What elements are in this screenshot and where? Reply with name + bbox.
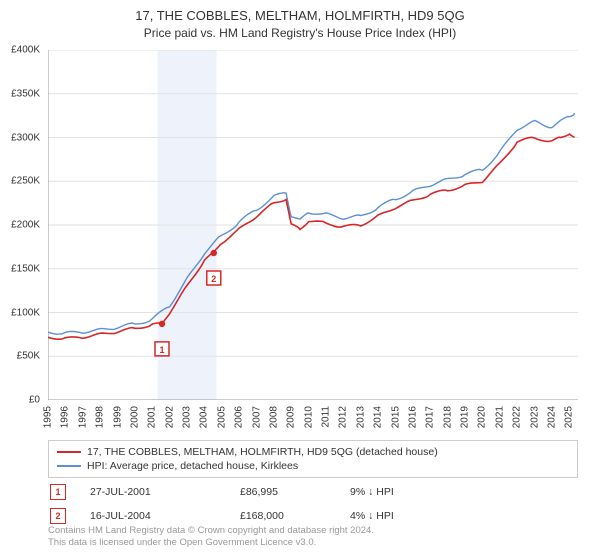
- y-tick-label: £250K: [0, 176, 40, 187]
- sale-price: £86,995: [240, 486, 350, 498]
- x-tick-label: 2015: [390, 406, 401, 428]
- y-tick-label: £200K: [0, 220, 40, 231]
- x-tick-label: 2017: [425, 406, 436, 428]
- x-tick-label: 2014: [373, 406, 384, 428]
- sale-marker: 1: [50, 484, 66, 500]
- sale-date: 16-JUL-2004: [66, 510, 240, 522]
- x-tick-label: 2001: [147, 406, 158, 428]
- x-tick-label: 1999: [112, 406, 123, 428]
- x-tick-label: 2011: [321, 406, 332, 428]
- y-tick-label: £50K: [0, 351, 40, 362]
- x-tick-label: 2008: [268, 406, 279, 428]
- x-tick-label: 2007: [251, 406, 262, 428]
- x-tick-label: 1997: [77, 406, 88, 428]
- sale-diff: 4% ↓ HPI: [350, 510, 460, 522]
- y-tick-label: £0: [0, 395, 40, 406]
- sale-marker: 2: [50, 508, 66, 524]
- plot-area: 12: [48, 50, 578, 400]
- x-tick-label: 2018: [442, 406, 453, 428]
- x-tick-label: 2016: [407, 406, 418, 428]
- x-tick-label: 2023: [529, 406, 540, 428]
- footer-license: Contains HM Land Registry data © Crown c…: [48, 525, 578, 549]
- x-tick-label: 1996: [60, 406, 71, 428]
- svg-text:1: 1: [159, 345, 164, 355]
- legend-item: HPI: Average price, detached house, Kirk…: [57, 459, 569, 473]
- y-tick-label: £300K: [0, 132, 40, 143]
- sale-date: 27-JUL-2001: [66, 486, 240, 498]
- legend-swatch: [57, 465, 81, 467]
- x-tick-label: 2013: [355, 406, 366, 428]
- y-tick-label: £150K: [0, 263, 40, 274]
- x-tick-label: 2006: [234, 406, 245, 428]
- legend-label: 17, THE COBBLES, MELTHAM, HOLMFIRTH, HD9…: [87, 446, 438, 458]
- y-tick-label: £400K: [0, 45, 40, 56]
- x-tick-label: 2012: [338, 406, 349, 428]
- legend-label: HPI: Average price, detached house, Kirk…: [87, 460, 298, 472]
- x-tick-label: 2022: [512, 406, 523, 428]
- x-tick-label: 1998: [95, 406, 106, 428]
- legend: 17, THE COBBLES, MELTHAM, HOLMFIRTH, HD9…: [48, 440, 578, 478]
- svg-text:2: 2: [211, 274, 216, 284]
- footer-line1: Contains HM Land Registry data © Crown c…: [48, 525, 578, 537]
- legend-item: 17, THE COBBLES, MELTHAM, HOLMFIRTH, HD9…: [57, 445, 569, 459]
- x-axis-labels: 1995199619971998199920002001200220032004…: [48, 400, 578, 440]
- x-tick-label: 2024: [546, 406, 557, 428]
- x-tick-label: 2003: [182, 406, 193, 428]
- x-tick-label: 2004: [199, 406, 210, 428]
- sale-diff: 9% ↓ HPI: [350, 486, 460, 498]
- sale-price: £168,000: [240, 510, 350, 522]
- x-tick-label: 1995: [43, 406, 54, 428]
- x-tick-label: 2000: [129, 406, 140, 428]
- sale-row: 127-JUL-2001£86,9959% ↓ HPI: [48, 480, 578, 504]
- chart-title: 17, THE COBBLES, MELTHAM, HOLMFIRTH, HD9…: [0, 0, 600, 23]
- y-axis-labels: £0£50K£100K£150K£200K£250K£300K£350K£400…: [0, 50, 44, 400]
- sales-table: 127-JUL-2001£86,9959% ↓ HPI 216-JUL-2004£…: [48, 480, 578, 528]
- x-tick-label: 2025: [564, 406, 575, 428]
- x-tick-label: 2021: [494, 406, 505, 428]
- x-tick-label: 2010: [303, 406, 314, 428]
- y-tick-label: £350K: [0, 88, 40, 99]
- legend-swatch: [57, 451, 81, 453]
- chart-svg: 12: [48, 50, 578, 400]
- x-tick-label: 2009: [286, 406, 297, 428]
- x-tick-label: 2005: [216, 406, 227, 428]
- x-tick-label: 2019: [460, 406, 471, 428]
- x-tick-label: 2002: [164, 406, 175, 428]
- footer-line2: This data is licensed under the Open Gov…: [48, 537, 578, 549]
- x-tick-label: 2020: [477, 406, 488, 428]
- chart-subtitle: Price paid vs. HM Land Registry's House …: [0, 23, 600, 40]
- y-tick-label: £100K: [0, 307, 40, 318]
